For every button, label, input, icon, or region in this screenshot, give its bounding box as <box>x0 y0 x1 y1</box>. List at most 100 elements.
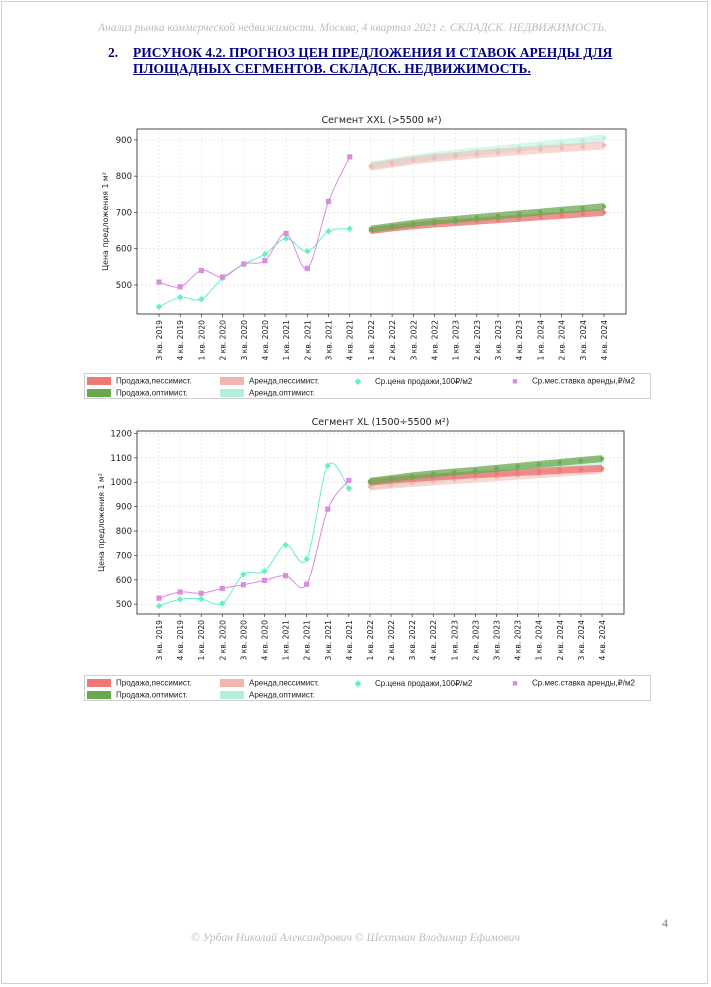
legend-xxl: Продажа,пессимист. Продажа,оптимист. Аре… <box>84 373 651 399</box>
legend-item-sale-pess: Продажа,пессимист. <box>87 678 192 687</box>
band-point <box>494 471 499 476</box>
y-tick-label: 900 <box>116 503 132 513</box>
legend-xl: Продажа,пессимист. Продажа,оптимист. Аре… <box>84 675 651 701</box>
rent-point <box>219 274 226 280</box>
x-tick-label: 1 кв. 2022 <box>367 320 376 361</box>
price-point <box>198 295 205 303</box>
rent-point <box>156 595 162 601</box>
chart-xxl: Сегмент XXL (>5500 м²) 500 600 700 800 900 3 к… <box>96 110 636 372</box>
x-tick-label: 1 кв. 2024 <box>535 620 544 661</box>
legend-swatch-sale-pess <box>87 376 111 385</box>
legend-item-rent-opt: Аренда,оптимист. <box>220 388 315 397</box>
x-tick-label: 3 кв. 2022 <box>409 320 418 361</box>
price-point <box>324 462 331 469</box>
price-curve <box>158 228 350 308</box>
band-rent-pessimistic <box>370 141 604 171</box>
x-tick-label: 2 кв. 2023 <box>471 620 480 661</box>
x-tick-label: 2 кв. 2022 <box>387 620 396 661</box>
chart-xxl-svg: Сегмент XXL (>5500 м²) 500 600 700 800 900 3 к… <box>101 115 627 361</box>
legend-item-rent-pess: Аренда,пессимист. <box>220 678 319 687</box>
page-number: 4 <box>662 916 668 930</box>
price-point <box>176 596 184 603</box>
chart-xl-svg: Сегмент XL (1500÷5500 м²) 500 600 700 800 900… <box>97 417 625 661</box>
running-header: Анализ рынка коммерческой недвижимости. … <box>97 22 608 34</box>
legend-item-price-marker: ◆ Ср.цена продажи,100₽/м2 <box>346 376 473 387</box>
diamond-marker-icon: ◆ <box>354 678 362 688</box>
x-tick-label: 2 кв. 2020 <box>218 620 227 661</box>
x-tick-label: 3 кв. 2024 <box>579 320 588 361</box>
band-point <box>580 211 586 217</box>
x-tick-label: 1 кв. 2024 <box>536 320 545 361</box>
legend-swatch-rent-opt <box>220 388 244 397</box>
x-tick-label: 3 кв. 2019 <box>155 620 164 661</box>
x-tick-label: 3 кв. 2024 <box>577 620 586 661</box>
band-point <box>432 155 437 161</box>
x-tick-label: 1 кв. 2021 <box>282 320 291 361</box>
band-point <box>515 464 520 469</box>
rent-point <box>304 265 310 271</box>
band-point <box>453 217 458 222</box>
band-point <box>538 147 543 152</box>
legend-item-rent-marker: ■ Ср.мес.ставка аренды,₽/м2 <box>503 376 635 386</box>
band-point <box>473 468 478 473</box>
price-point <box>155 303 163 310</box>
rent-point <box>240 582 246 588</box>
x-tick-label: 3 кв. 2019 <box>155 320 164 361</box>
band-point <box>474 152 480 157</box>
legend-item-rent-opt: Аренда,оптимист. <box>220 690 315 699</box>
price-point <box>197 595 205 603</box>
band-point <box>495 213 501 218</box>
band-point <box>580 206 586 211</box>
x-tick-label: 2 кв. 2021 <box>303 620 312 661</box>
y-tick-label: 800 <box>116 527 132 537</box>
legend-swatch-sale-opt <box>87 388 111 397</box>
price-point <box>282 235 290 242</box>
x-tick-label: 1 кв. 2020 <box>197 320 206 361</box>
x-tick-label: 1 кв. 2023 <box>450 620 459 661</box>
chart-title: Сегмент XL (1500÷5500 м²) <box>312 417 450 428</box>
band-point <box>409 473 415 479</box>
legend-item-sale-pess: Продажа,пессимист. <box>87 376 192 385</box>
band-point <box>389 224 395 229</box>
band-point <box>580 138 586 144</box>
rent-point <box>262 258 268 264</box>
x-tick-label: 3 кв. 2022 <box>408 620 417 661</box>
x-tick-label: 4 кв. 2024 <box>600 320 609 361</box>
price-point <box>303 555 310 563</box>
y-axis-label: Цена предложения 1 м² <box>101 172 110 271</box>
band-point <box>453 154 458 159</box>
legend-swatch-sale-opt <box>87 690 111 699</box>
rent-point <box>177 589 183 595</box>
band-point <box>578 467 584 472</box>
band-point <box>517 148 522 154</box>
band-point <box>601 135 607 141</box>
band-point <box>601 204 607 209</box>
rent-point <box>198 590 204 596</box>
band-point <box>431 471 436 476</box>
plot-frame <box>136 128 627 315</box>
legend-swatch-rent-pess <box>220 376 244 385</box>
band-point <box>538 214 543 219</box>
y-axis-label: Цена предложения 1 м² <box>97 473 106 572</box>
band-point <box>432 218 437 224</box>
legend-item-rent-pess: Аренда,пессимист. <box>220 376 319 385</box>
x-tick-label: 1 кв. 2023 <box>452 320 461 361</box>
band-sale-optimistic <box>369 455 602 485</box>
legend-item-rent-marker: ■ Ср.мес.ставка аренды,₽/м2 <box>503 678 635 688</box>
copyright-footer: © Урбан Николай Александрович © Шехтман … <box>191 932 520 944</box>
x-tick-label: 1 кв. 2022 <box>366 620 375 661</box>
figure-number: 2. <box>108 45 119 60</box>
x-tick-label: 2 кв. 2020 <box>219 320 228 361</box>
band-point <box>495 150 501 155</box>
rent-curve <box>158 480 350 599</box>
y-tick-label: 700 <box>116 208 132 218</box>
legend-item-sale-opt: Продажа,оптимист. <box>87 388 188 397</box>
band-point <box>557 468 563 473</box>
x-tick-label: 2 кв. 2024 <box>558 320 567 361</box>
band-point <box>601 210 607 215</box>
x-tick-label: 2 кв. 2023 <box>473 320 482 361</box>
legend-swatch-sale-pess <box>87 678 111 687</box>
y-tick-label: 600 <box>116 576 132 586</box>
band-point <box>599 466 605 471</box>
x-tick-label: 3 кв. 2021 <box>324 620 333 661</box>
